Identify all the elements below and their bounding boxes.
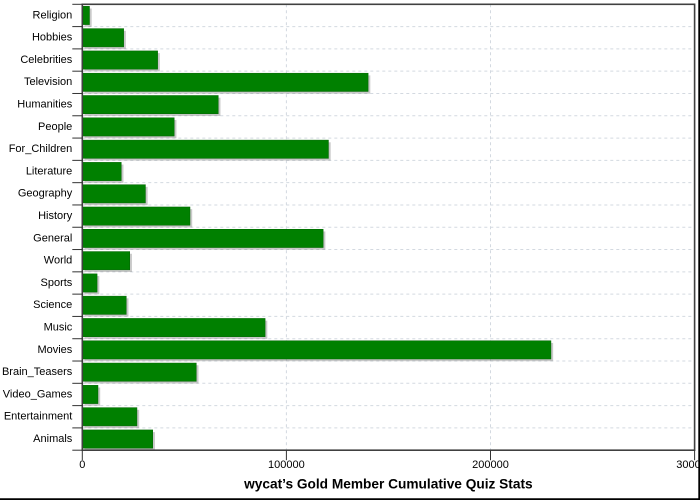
- svg-text:Humanities: Humanities: [17, 99, 73, 111]
- svg-text:Music: Music: [44, 321, 73, 333]
- svg-text:300000: 300000: [676, 459, 700, 471]
- svg-text:For_Children: For_Children: [9, 143, 73, 155]
- svg-text:Animals: Animals: [33, 433, 73, 445]
- svg-text:Movies: Movies: [37, 344, 72, 356]
- svg-text:Television: Television: [24, 76, 72, 88]
- svg-text:Science: Science: [33, 299, 72, 311]
- svg-text:General: General: [33, 232, 72, 244]
- svg-text:wycat’s Gold Member Cumulative: wycat’s Gold Member Cumulative Quiz Stat…: [243, 477, 533, 492]
- svg-text:100000: 100000: [268, 459, 305, 471]
- svg-text:Literature: Literature: [26, 165, 72, 177]
- svg-text:Video_Games: Video_Games: [3, 388, 73, 400]
- svg-text:Celebrities: Celebrities: [20, 54, 72, 66]
- svg-text:0: 0: [79, 459, 85, 471]
- svg-text:Brain_Teasers: Brain_Teasers: [2, 366, 73, 378]
- svg-text:Hobbies: Hobbies: [32, 32, 73, 44]
- svg-text:World: World: [44, 255, 73, 267]
- svg-text:200000: 200000: [472, 459, 509, 471]
- svg-text:Geography: Geography: [18, 188, 73, 200]
- svg-text:Sports: Sports: [41, 277, 73, 289]
- svg-text:History: History: [38, 210, 73, 222]
- svg-text:Entertainment: Entertainment: [4, 411, 72, 423]
- svg-text:Religion: Religion: [33, 9, 73, 21]
- svg-text:People: People: [38, 121, 72, 133]
